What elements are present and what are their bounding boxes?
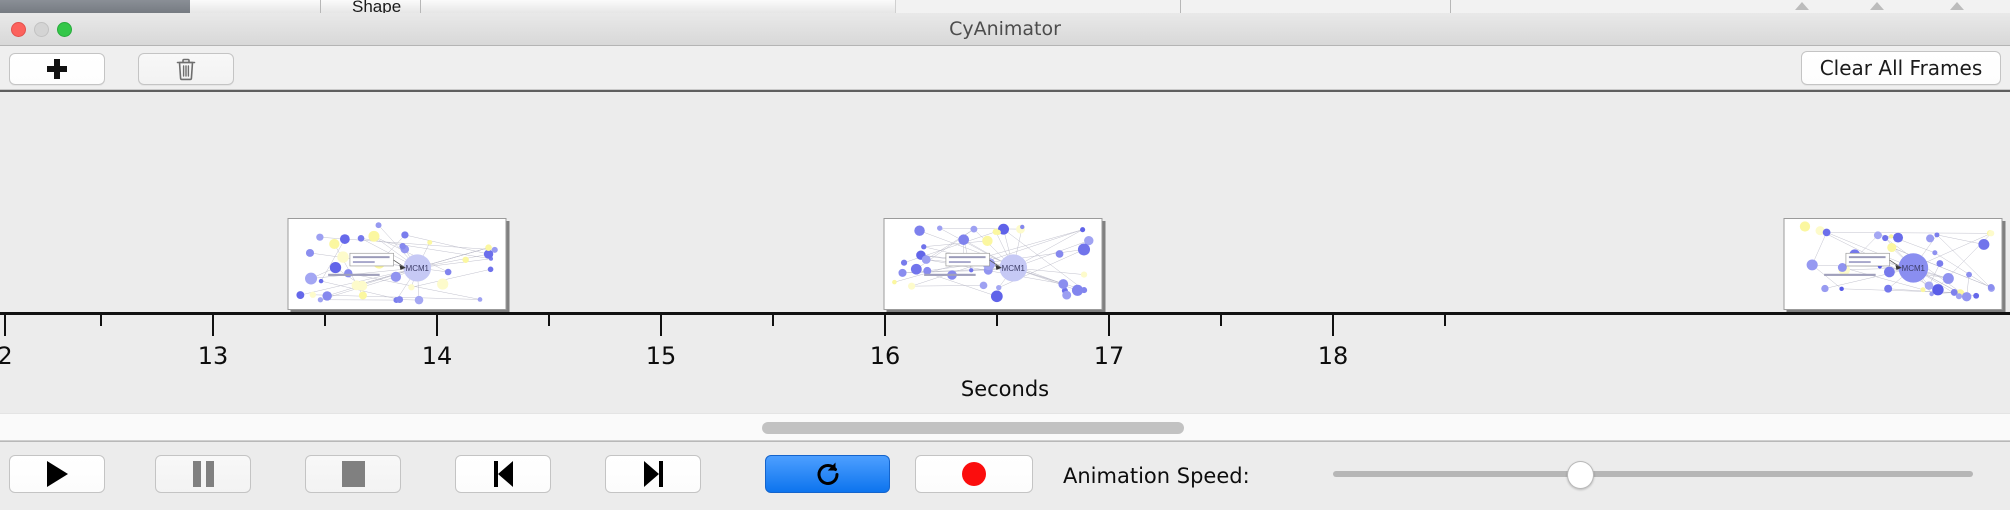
pause-icon	[192, 461, 214, 487]
add-frame-button[interactable]	[9, 53, 105, 85]
background-tick	[1180, 0, 1181, 13]
timeline-frame[interactable]: MCM1	[883, 218, 1103, 310]
minimize-window-button[interactable]	[34, 22, 49, 37]
trash-icon	[176, 58, 196, 81]
plus-icon	[47, 59, 67, 79]
skip-backward-icon	[493, 461, 513, 487]
maximize-window-button[interactable]	[57, 22, 72, 37]
background-cell	[445, 0, 696, 13]
scrollbar-thumb[interactable]	[762, 422, 1184, 434]
next-frame-button[interactable]	[605, 455, 701, 493]
axis-tick	[4, 315, 6, 336]
stop-icon	[341, 461, 365, 487]
axis-tick-label: 14	[421, 342, 453, 370]
delete-frame-button[interactable]	[138, 53, 234, 85]
background-cell	[190, 0, 301, 13]
slider-track	[1333, 471, 1973, 477]
axis-tick-label: 13	[197, 342, 229, 370]
play-button[interactable]	[9, 455, 105, 493]
previous-frame-button[interactable]	[455, 455, 551, 493]
network-thumbnail: MCM1	[1784, 219, 2002, 309]
traffic-lights	[11, 22, 72, 37]
clear-all-frames-button[interactable]: Clear All Frames	[1801, 51, 2001, 85]
axis-tick	[436, 315, 438, 336]
loop-button[interactable]	[765, 455, 890, 493]
axis-tick	[884, 315, 886, 336]
play-icon	[46, 461, 68, 487]
axis-tick	[660, 315, 662, 336]
axis-tick-label: 15	[645, 342, 677, 370]
axis-tick	[324, 315, 326, 326]
network-thumbnail: MCM1	[288, 219, 506, 309]
animation-speed-label: Animation Speed:	[1063, 464, 1250, 488]
background-arrow-icon	[1795, 2, 1809, 10]
background-arrow-icon	[1950, 2, 1964, 10]
axis-tick	[548, 315, 550, 326]
playback-control-bar: Animation Speed:	[0, 441, 2010, 510]
background-arrow-icon	[1870, 2, 1884, 10]
axis-tick	[772, 315, 774, 326]
svg-text:MCM1: MCM1	[1902, 264, 1925, 273]
axis-tick	[996, 315, 998, 326]
axis-title-seconds: Seconds	[960, 377, 1050, 401]
axis-tick-label: 2	[0, 342, 13, 370]
animation-speed-slider[interactable]	[1333, 455, 1973, 493]
pause-button[interactable]	[155, 455, 251, 493]
timeline-scrollbar[interactable]	[0, 413, 2010, 441]
clear-all-frames-label: Clear All Frames	[1819, 56, 1983, 80]
axis-tick	[1444, 315, 1446, 326]
axis-tick	[212, 315, 214, 336]
window-title: CyAnimator	[949, 18, 1061, 40]
axis-tick-label: 17	[1093, 342, 1125, 370]
background-tick	[420, 0, 421, 13]
axis-tick	[1108, 315, 1110, 336]
close-window-button[interactable]	[11, 22, 26, 37]
frame-toolbar: Clear All Frames	[0, 46, 2010, 90]
slider-thumb[interactable]	[1567, 461, 1595, 489]
background-window-tab	[0, 0, 190, 13]
title-bar: CyAnimator	[0, 13, 2010, 46]
stop-button[interactable]	[305, 455, 401, 493]
timeline-panel[interactable]: MCM1 MCM1 MCM1 2 13 14 15 16 17 18 Seconds	[0, 90, 2010, 413]
svg-text:MCM1: MCM1	[1002, 264, 1025, 273]
axis-tick-label: 16	[869, 342, 901, 370]
network-thumbnail: MCM1	[884, 219, 1102, 309]
background-window-strip: Shape	[0, 0, 2010, 13]
axis-tick-label: 18	[1317, 342, 1349, 370]
svg-text:MCM1: MCM1	[406, 264, 429, 273]
background-tick	[320, 0, 321, 13]
record-button[interactable]	[915, 455, 1033, 493]
skip-forward-icon	[643, 461, 663, 487]
axis-tick	[100, 315, 102, 326]
axis-tick	[1332, 315, 1334, 336]
timeline-frame[interactable]: MCM1	[287, 218, 507, 310]
record-icon	[962, 462, 986, 486]
background-cell	[695, 0, 896, 13]
timeline-axis-line	[0, 312, 2010, 315]
background-tick	[1450, 0, 1451, 13]
axis-tick	[1220, 315, 1222, 326]
background-window-label: Shape	[352, 0, 402, 13]
loop-icon	[817, 462, 838, 485]
timeline-frame[interactable]: MCM1	[1783, 218, 2003, 310]
